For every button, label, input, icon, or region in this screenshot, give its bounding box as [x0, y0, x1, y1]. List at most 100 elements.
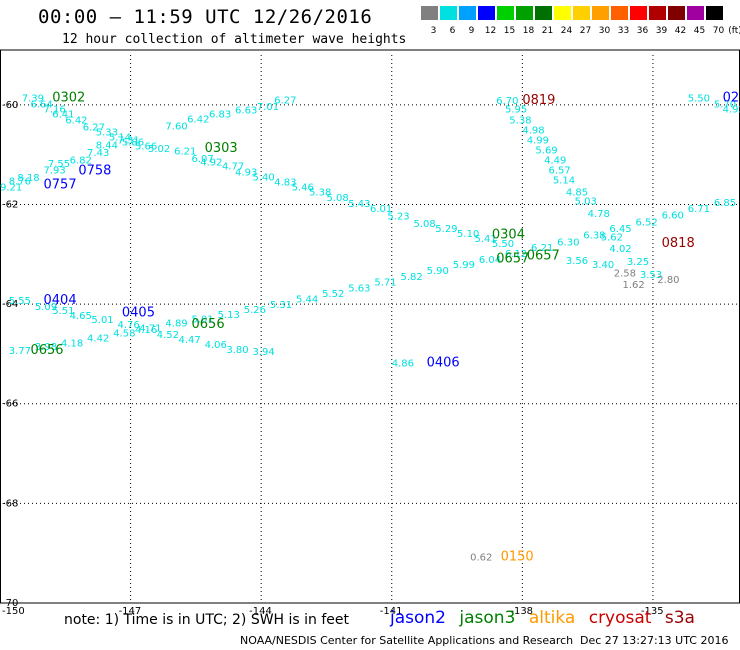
legend-swatch: [611, 6, 628, 20]
wave-height-label: 4.18: [61, 338, 83, 349]
wave-height-label: 5.02: [148, 144, 170, 155]
wave-height-label: 5.09: [35, 302, 57, 313]
legend-label: 42: [674, 26, 687, 36]
wave-height-label: 6.30: [557, 237, 579, 248]
lat-tick-label: -64: [2, 299, 18, 310]
wave-height-label: 5.01: [192, 315, 214, 326]
wave-height-label: 4.49: [544, 156, 566, 167]
wave-height-label: 7.16: [44, 104, 66, 115]
lon-tick-label: -150: [2, 606, 25, 617]
sat-label-cryosat: cryosat: [588, 608, 652, 628]
legend-label: 6: [449, 26, 456, 36]
legend-swatch: [535, 6, 552, 20]
wave-height-label: 6.52: [636, 217, 658, 228]
wave-height-label: 6.12: [505, 249, 527, 260]
wave-height-label: 5.10: [457, 229, 479, 240]
pass-time-label: 0657: [527, 248, 560, 263]
legend-label: 36: [636, 26, 649, 36]
wave-height-label: 5.26: [244, 305, 266, 316]
wave-height-label: 4.78: [588, 209, 610, 220]
wave-height-label: 4.93: [235, 168, 257, 179]
wave-height-label: 5.38: [309, 187, 331, 198]
wave-height-label: 8.18: [17, 173, 39, 184]
legend-swatch: [687, 6, 704, 20]
wave-height-label: 4.06: [205, 340, 227, 351]
lat-tick-label: -66: [2, 399, 18, 410]
legend-swatch: [459, 6, 476, 20]
wave-height-label: 5.50: [492, 239, 514, 250]
wave-height-label: 8.76: [9, 177, 31, 188]
credit-line: NOAA/NESDIS Center for Satellite Applica…: [240, 634, 574, 647]
wave-height-label: 5.41: [474, 234, 496, 245]
wave-height-label: 5.44: [296, 295, 318, 306]
wave-height-label: 9.21: [0, 183, 22, 194]
wave-height-label: 3.94: [252, 347, 274, 358]
wave-height-label: 5.08: [414, 219, 436, 230]
wave-height-label: 4.98: [522, 126, 544, 137]
wave-height-label: 5.86: [122, 138, 144, 149]
wave-height-label: 5.95: [505, 104, 527, 115]
legend-label: 9: [468, 26, 475, 36]
wave-height-label: 4.99: [527, 136, 549, 147]
sat-label-jason2: jason2: [390, 608, 446, 628]
sat-label-altika: altika: [528, 608, 576, 628]
wave-height-label: 7.43: [87, 148, 109, 159]
wave-height-label: 4.71: [139, 323, 161, 334]
wave-height-label: 5.33: [96, 128, 118, 139]
pass-time-label: 0303: [205, 141, 238, 156]
wave-height-label: 6.21: [531, 243, 553, 254]
wave-height-label: 5.50: [688, 93, 710, 104]
wave-height-label: 6.21: [174, 147, 196, 158]
wave-height-label: 4.65: [70, 311, 92, 322]
wave-height-label: 6.38: [583, 230, 605, 241]
legend-swatch: [706, 6, 723, 20]
wave-height-label: 5.13: [218, 310, 240, 321]
sat-label-jason3: jason3: [459, 608, 516, 628]
wave-height-label: 5.82: [400, 272, 422, 283]
pass-time-label: 0304: [492, 227, 525, 242]
pass-time-label: 0758: [78, 164, 111, 179]
pass-time-label: 0302: [52, 90, 85, 105]
pass-time-label: 0656: [192, 317, 225, 332]
legend-swatch: [668, 6, 685, 20]
satellite-legend: jason2 jason3 altika cryosat s3a: [390, 608, 703, 628]
wave-height-label: 5.46: [292, 183, 314, 194]
wave-height-label: 5.43: [348, 199, 370, 210]
wave-height-label: 5.38: [509, 116, 531, 127]
wave-height-label: 5.70: [714, 99, 736, 110]
wave-height-label: 3.25: [627, 257, 649, 268]
lon-tick-label: -135: [641, 606, 664, 617]
wave-height-label: 5.66: [135, 142, 157, 153]
wave-height-label: 0.62: [470, 553, 492, 564]
wave-height-label: 4.77: [222, 162, 244, 173]
wave-height-label: 4.42: [87, 333, 109, 344]
wave-height-label: 7.60: [165, 122, 187, 133]
wave-height-label: 6.83: [209, 109, 231, 120]
wave-height-label: 2.80: [657, 275, 679, 286]
lat-tick-label: -68: [2, 498, 18, 509]
legend-label: 21: [541, 26, 554, 36]
pass-time-label: 0656: [30, 343, 63, 358]
wave-height-label: 6.42: [187, 114, 209, 125]
wave-height-label: 3.56: [566, 256, 588, 267]
legend-swatch: [554, 6, 571, 20]
legend-label: 12: [484, 26, 497, 36]
legend-swatch: [497, 6, 514, 20]
legend-swatch: [421, 6, 438, 20]
wave-height-label: 4.92: [723, 104, 740, 115]
wave-height-label: 4.92: [200, 158, 222, 169]
lat-tick-label: -60: [2, 100, 18, 111]
lon-tick-label: -147: [119, 606, 142, 617]
legend-label: 15: [503, 26, 516, 36]
wave-height-label: 7.01: [257, 102, 279, 113]
legend-label: 70: [712, 26, 725, 36]
wave-height-label: 5.71: [374, 278, 396, 289]
wave-height-label: 6.82: [70, 156, 92, 167]
legend-swatch: [573, 6, 590, 20]
wave-height-label: 4.85: [566, 187, 588, 198]
wave-height-label: 7.55: [48, 159, 70, 170]
lat-tick-label: -70: [2, 598, 18, 609]
page-subtitle: 12 hour collection of altimeter wave hei…: [62, 32, 407, 47]
wave-height-label: 4.83: [274, 178, 296, 189]
